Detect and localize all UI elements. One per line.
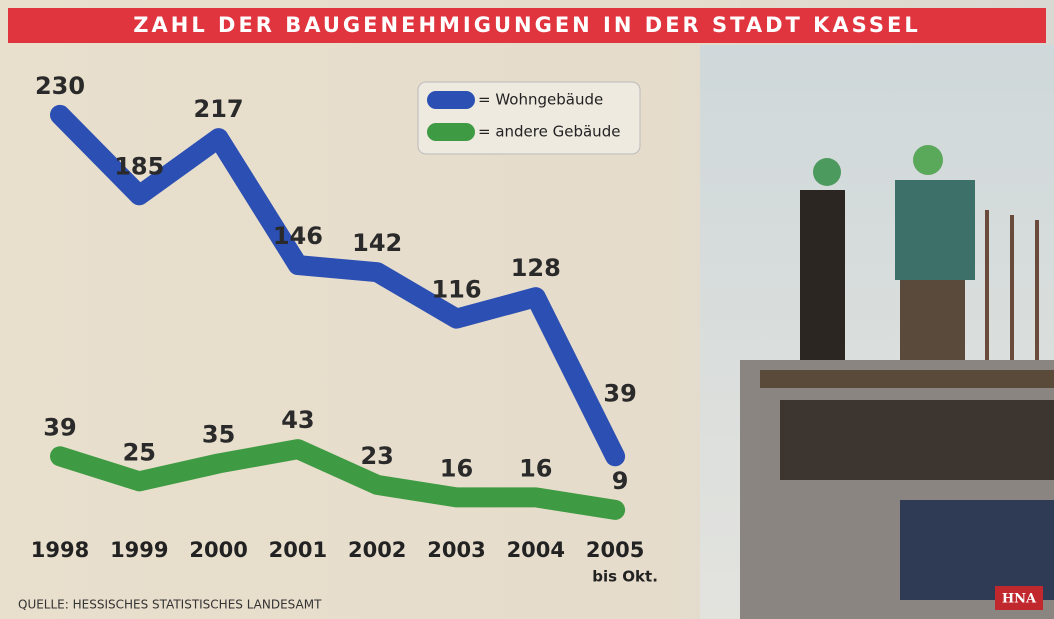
x-tick-label: 1999: [110, 538, 168, 562]
data-label: 25: [123, 438, 156, 466]
x-tick-label: 2003: [427, 538, 485, 562]
data-label: 146: [273, 222, 323, 250]
x-tick-label: 2005: [586, 538, 644, 562]
data-label: 16: [440, 454, 473, 482]
source: QUELLE: HESSISCHES STATISTISCHES LANDESA…: [18, 598, 322, 612]
data-label: 16: [519, 454, 552, 482]
logo: HNA: [1002, 592, 1037, 607]
chart-title: ZAHL DER BAUGENEHMIGUNGEN IN DER STADT K…: [133, 13, 920, 37]
data-label: 39: [43, 413, 76, 441]
x-tick-label: 2001: [269, 538, 327, 562]
data-label: 23: [360, 442, 393, 470]
data-label: 39: [603, 379, 636, 407]
x-tick-label: 1998: [31, 538, 89, 562]
data-label: 9: [612, 467, 629, 495]
data-label: 43: [281, 406, 314, 434]
chart: ZAHL DER BAUGENEHMIGUNGEN IN DER STADT K…: [0, 0, 1054, 619]
data-label: 230: [35, 72, 85, 100]
data-label: 142: [352, 229, 402, 257]
x-tick-label: 2000: [189, 538, 247, 562]
x-tick-label: 2004: [507, 538, 565, 562]
data-label: 185: [114, 152, 164, 180]
data-label: 35: [202, 420, 235, 448]
legend-label: = andere Gebäude: [478, 123, 620, 141]
data-label: 128: [511, 254, 561, 282]
data-label: 116: [431, 276, 481, 304]
annotation: bis Okt.: [592, 568, 658, 586]
x-tick-label: 2002: [348, 538, 406, 562]
legend-label: = Wohngebäude: [478, 91, 603, 109]
data-label: 217: [194, 95, 244, 123]
photo: [700, 45, 1054, 619]
